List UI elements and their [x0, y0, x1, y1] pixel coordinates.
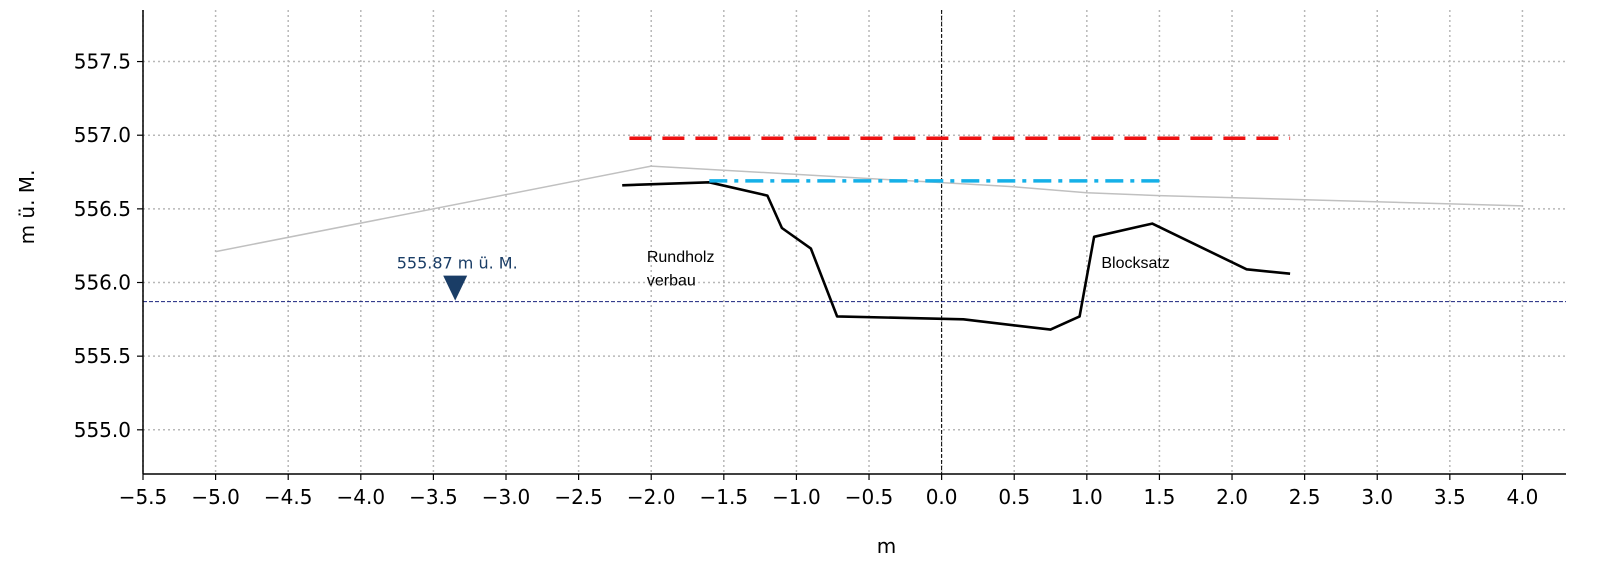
- x-tick-label: 3.5: [1434, 485, 1466, 509]
- x-tick-label: 3.0: [1361, 485, 1393, 509]
- y-tick-label: 555.0: [74, 418, 131, 442]
- x-tick-label: −1.5: [700, 485, 749, 509]
- y-tick-label: 556.0: [74, 271, 131, 295]
- x-tick-label: −5.5: [119, 485, 168, 509]
- x-tick-label: 2.0: [1216, 485, 1248, 509]
- x-tick-label: 1.0: [1071, 485, 1103, 509]
- x-axis-title: m: [877, 534, 896, 558]
- x-tick-label: −3.0: [482, 485, 531, 509]
- x-tick-label: −1.0: [772, 485, 821, 509]
- series-line-0: [215, 165, 1523, 253]
- x-tick-label: −0.5: [845, 485, 894, 509]
- x-tick-label: −2.0: [627, 485, 676, 509]
- x-tick-label: 2.5: [1289, 485, 1321, 509]
- x-tick-label: 1.5: [1144, 485, 1176, 509]
- y-tick-label: 555.5: [74, 344, 131, 368]
- x-tick-label: 0.5: [998, 485, 1030, 509]
- x-tick-label: −5.0: [191, 485, 240, 509]
- x-tick-label: −3.5: [409, 485, 458, 509]
- annotation-label: Blocksatz: [1101, 255, 1169, 272]
- x-tick-label: 4.0: [1507, 485, 1539, 509]
- x-tick-label: −4.0: [337, 485, 386, 509]
- y-tick-label: 557.5: [74, 50, 131, 74]
- y-tick-label: 556.5: [74, 197, 131, 221]
- water-level-label: 555.87 m ü. M.: [397, 254, 518, 273]
- annotation-label: Rundholz: [647, 249, 715, 266]
- water-level-triangle-icon: [443, 275, 468, 301]
- y-tick-label: 557.0: [74, 123, 131, 147]
- x-tick-label: −2.5: [554, 485, 603, 509]
- x-tick-label: −4.5: [264, 485, 313, 509]
- y-axis-title: m ü. M.: [15, 170, 39, 245]
- series-line-1: [622, 181, 1291, 331]
- annotation-label: verbau: [647, 272, 696, 289]
- x-tick-label: 0.0: [926, 485, 958, 509]
